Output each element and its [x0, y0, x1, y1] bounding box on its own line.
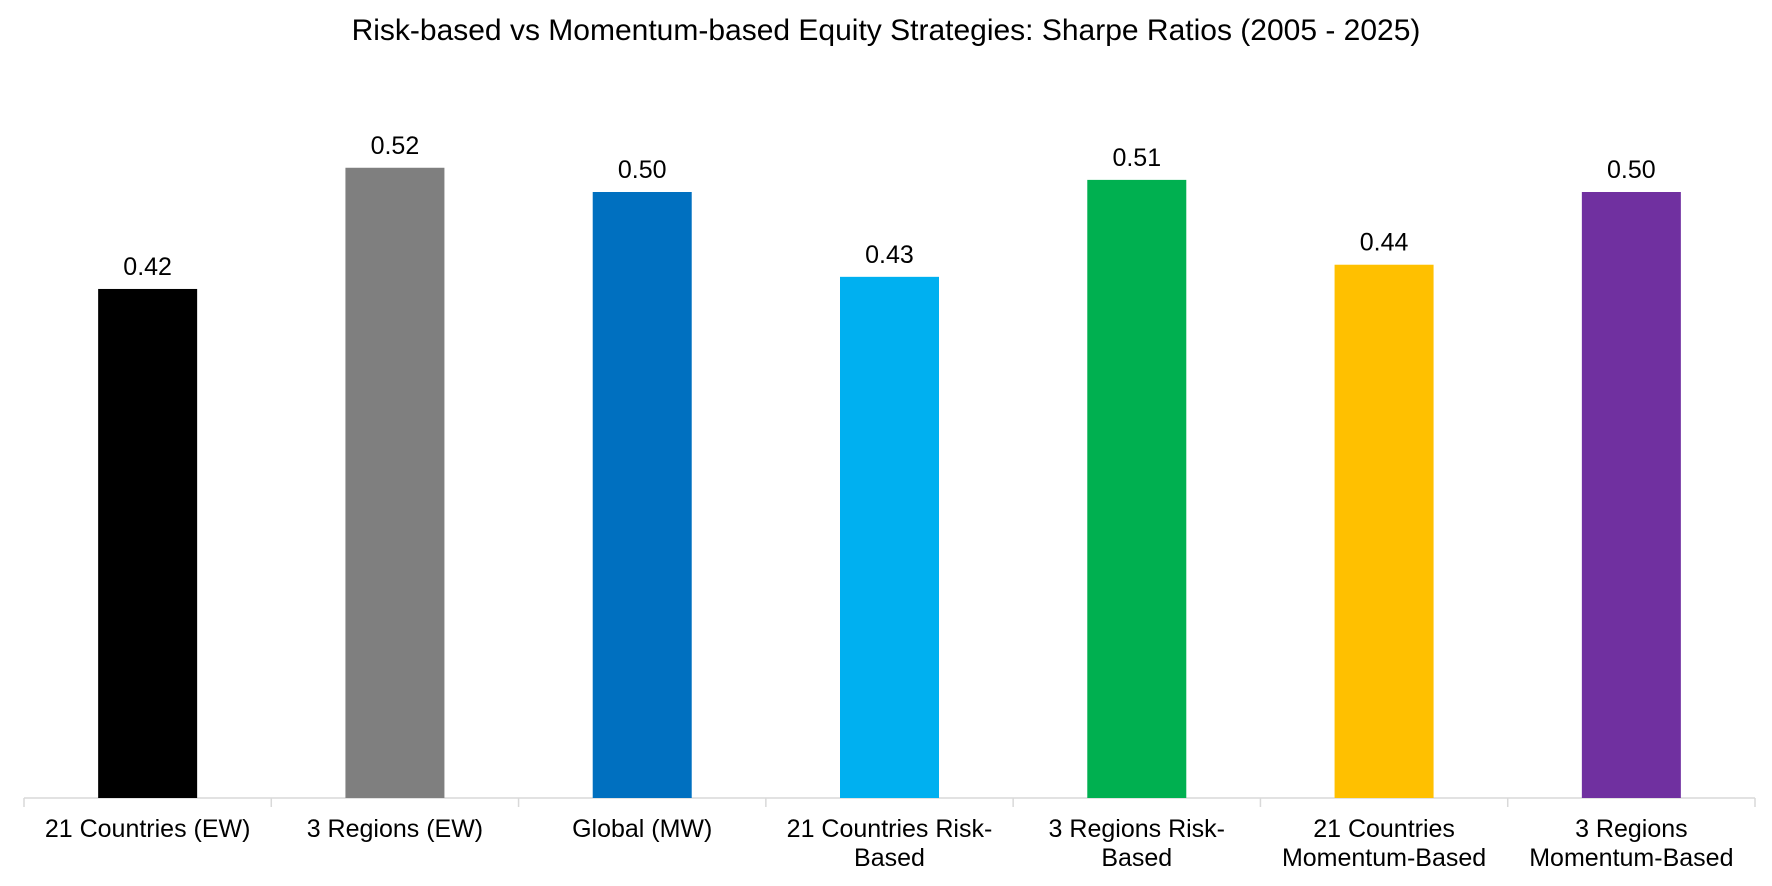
bar: [592, 192, 692, 798]
x-tick-label: Based: [854, 844, 925, 872]
x-tick-label: 21 Countries (EW): [45, 815, 251, 843]
x-tick-label: 3 Regions (EW): [307, 815, 483, 843]
data-label: 0.42: [123, 253, 172, 281]
x-tick-label: Global (MW): [572, 815, 712, 843]
chart-title: Risk-based vs Momentum-based Equity Stra…: [351, 14, 1421, 47]
data-label: 0.52: [371, 132, 420, 160]
data-label: 0.43: [865, 241, 914, 269]
x-tick-label: Based: [1101, 844, 1172, 872]
bar: [1581, 192, 1681, 798]
x-tick-label: 21 Countries Risk-: [787, 815, 993, 843]
bar: [98, 288, 198, 798]
x-tick-label: Momentum-Based: [1529, 844, 1733, 872]
x-tick-label: 3 Regions Risk-: [1049, 815, 1225, 843]
data-label: 0.50: [1607, 156, 1656, 184]
bar: [1087, 179, 1187, 798]
bar: [1334, 264, 1434, 799]
data-label: 0.51: [1112, 144, 1161, 172]
x-tick-label: Momentum-Based: [1282, 844, 1486, 872]
bar: [345, 167, 445, 798]
x-tick-label: 3 Regions: [1575, 815, 1688, 843]
data-label: 0.50: [618, 156, 667, 184]
x-tick-label: 21 Countries: [1313, 815, 1455, 843]
bar: [840, 276, 939, 799]
data-label: 0.44: [1360, 229, 1409, 257]
